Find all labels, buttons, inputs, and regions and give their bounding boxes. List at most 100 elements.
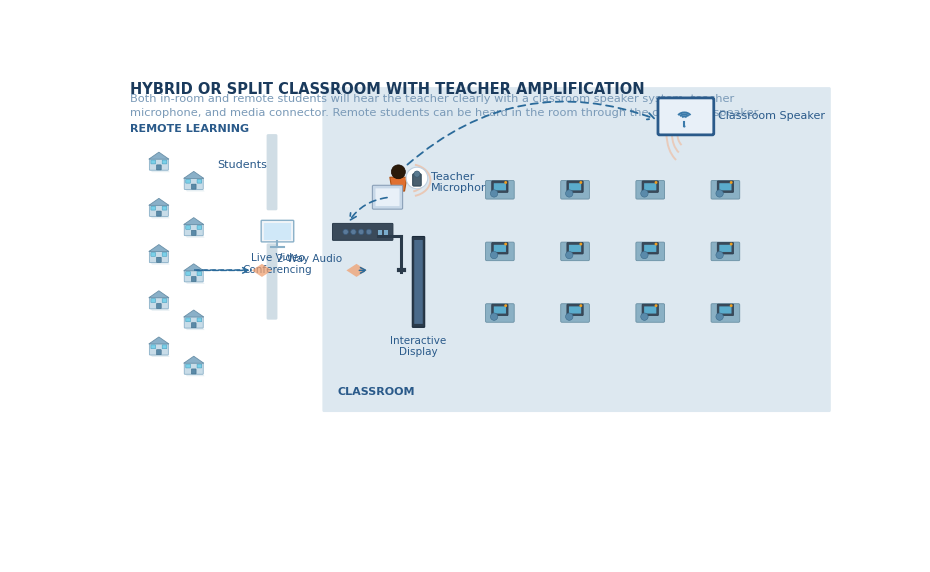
FancyBboxPatch shape: [150, 251, 168, 263]
Circle shape: [716, 190, 724, 197]
Text: Interactive
Display: Interactive Display: [391, 336, 446, 358]
FancyBboxPatch shape: [192, 276, 196, 281]
Polygon shape: [150, 216, 170, 219]
FancyBboxPatch shape: [376, 188, 400, 206]
FancyBboxPatch shape: [492, 181, 508, 192]
Circle shape: [716, 313, 724, 320]
FancyBboxPatch shape: [197, 179, 202, 183]
Circle shape: [641, 313, 648, 320]
FancyBboxPatch shape: [156, 211, 161, 216]
FancyBboxPatch shape: [192, 184, 196, 189]
FancyBboxPatch shape: [151, 252, 155, 256]
FancyBboxPatch shape: [192, 323, 196, 328]
FancyBboxPatch shape: [642, 304, 658, 316]
Circle shape: [490, 190, 498, 197]
FancyBboxPatch shape: [642, 243, 658, 254]
FancyBboxPatch shape: [162, 252, 166, 256]
FancyBboxPatch shape: [711, 242, 739, 261]
Circle shape: [655, 304, 658, 307]
Text: Teacher
Microphone: Teacher Microphone: [431, 172, 496, 193]
FancyBboxPatch shape: [267, 134, 277, 210]
FancyBboxPatch shape: [492, 304, 508, 316]
Polygon shape: [183, 264, 204, 271]
FancyBboxPatch shape: [162, 160, 166, 164]
FancyBboxPatch shape: [162, 206, 166, 210]
FancyArrowPatch shape: [350, 197, 387, 220]
Polygon shape: [149, 152, 169, 159]
Polygon shape: [150, 262, 170, 265]
Circle shape: [579, 304, 582, 307]
FancyBboxPatch shape: [261, 220, 294, 242]
FancyBboxPatch shape: [561, 242, 590, 261]
FancyBboxPatch shape: [151, 299, 155, 303]
Polygon shape: [185, 281, 205, 284]
Circle shape: [730, 181, 733, 184]
FancyBboxPatch shape: [567, 181, 583, 192]
Polygon shape: [185, 189, 205, 192]
FancyBboxPatch shape: [184, 270, 204, 282]
FancyBboxPatch shape: [197, 318, 202, 321]
FancyBboxPatch shape: [642, 181, 658, 192]
Circle shape: [655, 181, 658, 184]
Text: REMOTE LEARNING: REMOTE LEARNING: [130, 124, 249, 134]
Polygon shape: [183, 310, 204, 317]
FancyArrowPatch shape: [407, 101, 654, 165]
FancyBboxPatch shape: [494, 307, 506, 313]
Circle shape: [641, 190, 648, 197]
Text: 2-Way Audio: 2-Way Audio: [277, 254, 342, 264]
Circle shape: [351, 229, 356, 235]
Circle shape: [490, 251, 498, 259]
FancyBboxPatch shape: [717, 304, 734, 316]
FancyBboxPatch shape: [150, 158, 168, 170]
FancyBboxPatch shape: [492, 243, 508, 254]
FancyBboxPatch shape: [569, 307, 581, 313]
Circle shape: [579, 181, 582, 184]
FancyBboxPatch shape: [150, 343, 168, 355]
FancyBboxPatch shape: [644, 245, 657, 252]
Bar: [383, 229, 388, 235]
FancyBboxPatch shape: [569, 183, 581, 190]
FancyBboxPatch shape: [197, 272, 202, 276]
FancyBboxPatch shape: [719, 183, 732, 190]
FancyBboxPatch shape: [151, 160, 155, 164]
FancyBboxPatch shape: [644, 183, 657, 190]
Bar: [379, 229, 382, 235]
Circle shape: [406, 167, 428, 189]
Circle shape: [684, 125, 685, 128]
FancyBboxPatch shape: [636, 242, 665, 261]
FancyBboxPatch shape: [636, 304, 665, 322]
FancyBboxPatch shape: [156, 257, 161, 263]
FancyBboxPatch shape: [636, 181, 665, 199]
FancyBboxPatch shape: [567, 243, 583, 254]
FancyBboxPatch shape: [151, 345, 155, 349]
FancyBboxPatch shape: [567, 304, 583, 316]
FancyBboxPatch shape: [197, 364, 202, 368]
FancyBboxPatch shape: [561, 181, 590, 199]
FancyBboxPatch shape: [413, 174, 421, 186]
Circle shape: [655, 243, 658, 245]
FancyBboxPatch shape: [719, 307, 732, 313]
FancyBboxPatch shape: [162, 345, 166, 349]
Polygon shape: [149, 291, 169, 298]
Circle shape: [392, 165, 405, 178]
Circle shape: [565, 313, 573, 320]
FancyBboxPatch shape: [184, 224, 204, 236]
FancyBboxPatch shape: [323, 87, 830, 412]
Polygon shape: [150, 308, 170, 311]
Polygon shape: [150, 355, 170, 357]
FancyBboxPatch shape: [156, 165, 161, 170]
Circle shape: [716, 251, 724, 259]
Polygon shape: [185, 374, 205, 376]
Polygon shape: [346, 264, 366, 277]
Polygon shape: [183, 172, 204, 178]
Circle shape: [565, 190, 573, 197]
Circle shape: [366, 229, 372, 235]
Circle shape: [565, 251, 573, 259]
FancyBboxPatch shape: [156, 304, 161, 308]
Polygon shape: [149, 337, 169, 344]
Polygon shape: [183, 356, 204, 363]
Circle shape: [490, 313, 498, 320]
FancyBboxPatch shape: [186, 225, 191, 229]
Circle shape: [730, 243, 733, 245]
Text: Students: Students: [217, 160, 267, 170]
